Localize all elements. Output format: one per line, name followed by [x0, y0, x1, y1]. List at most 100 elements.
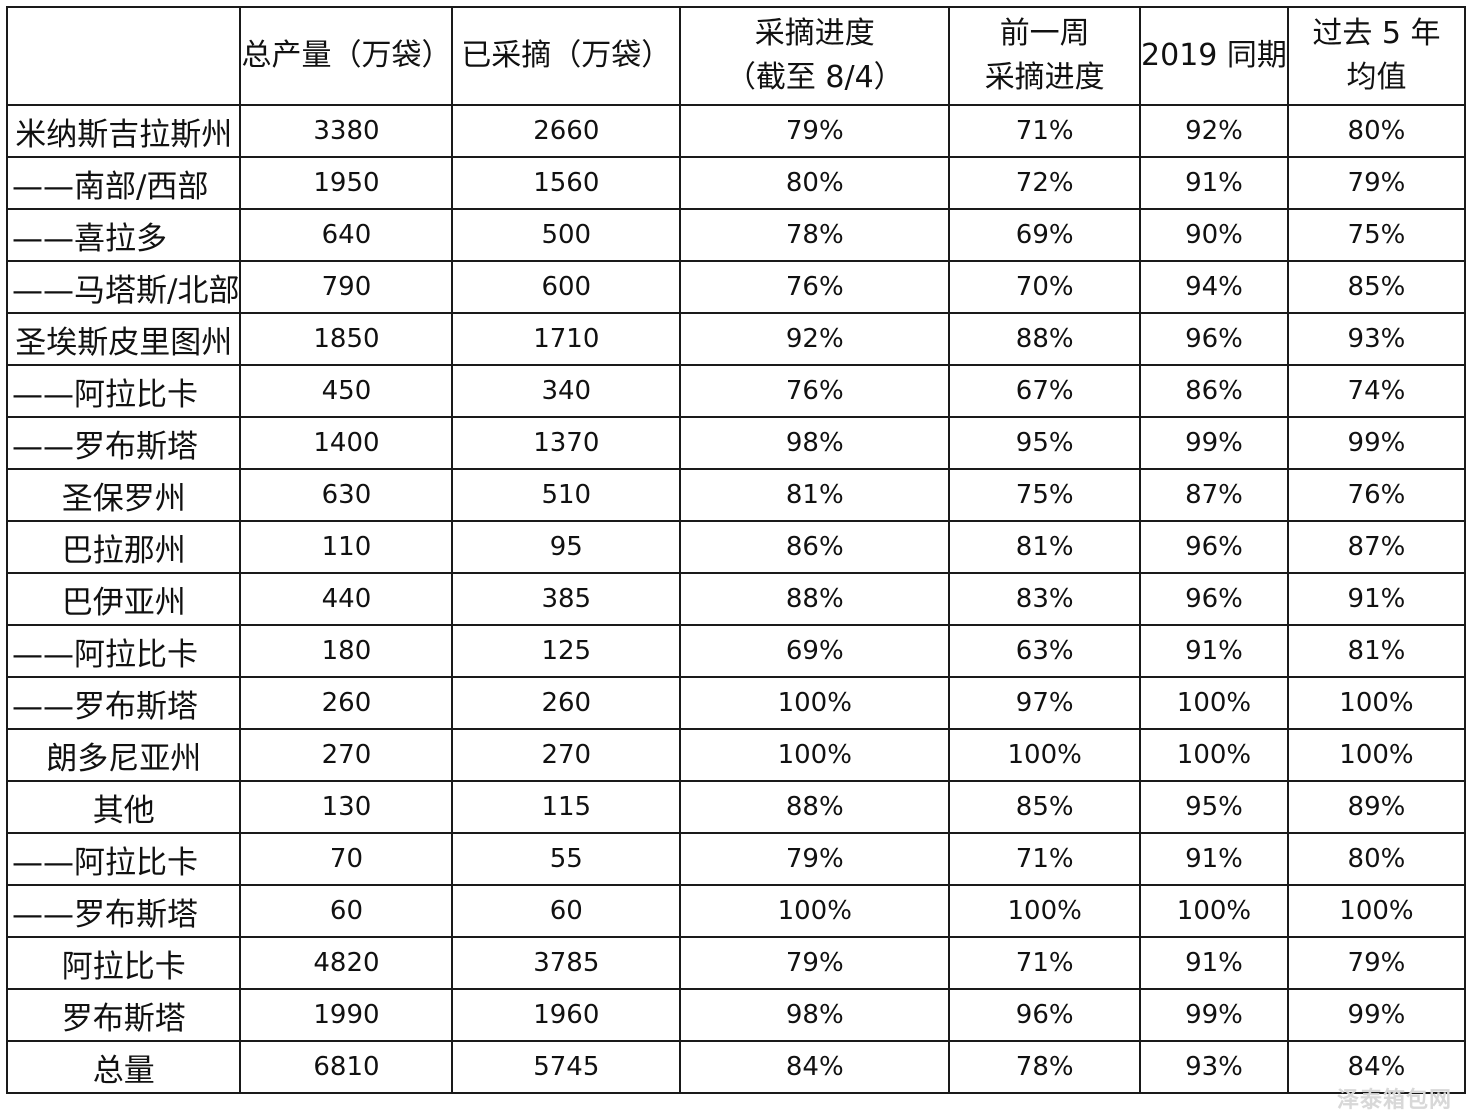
- progress-cell: 100%: [679, 676, 951, 730]
- region-cell: ——罗布斯塔: [5, 676, 242, 730]
- region-cell: ——南部/西部: [5, 156, 242, 210]
- region-cell: ——罗布斯塔: [5, 416, 242, 470]
- table-row: ——南部/西部 1950 1560 80% 72% 91% 79%: [5, 156, 1466, 210]
- picked-cell: 500: [451, 208, 682, 262]
- y2019-cell: 87%: [1139, 468, 1289, 522]
- picked-cell: 600: [451, 260, 682, 314]
- picked-cell: 385: [451, 572, 682, 626]
- picked-cell: 115: [451, 780, 682, 834]
- region-cell: 米纳斯吉拉斯州: [5, 104, 242, 158]
- y2019-cell: 92%: [1139, 104, 1289, 158]
- table-row: 朗多尼亚州 270 270 100% 100% 100% 100%: [5, 728, 1466, 782]
- total-cell: 1400: [239, 416, 454, 470]
- prev-week-cell: 71%: [948, 936, 1142, 990]
- picked-cell: 1560: [451, 156, 682, 210]
- progress-header: 采摘进度 （截至 8/4）: [679, 6, 951, 106]
- five-year-avg-cell: 100%: [1286, 884, 1466, 938]
- header-row: 总产量（万袋） 已采摘（万袋） 采摘进度 （截至 8/4） 前一周 采摘进度 2019 同期…: [5, 6, 1466, 106]
- picked-cell: 340: [451, 364, 682, 418]
- total-cell: 1850: [239, 312, 454, 366]
- prev-week-cell: 67%: [948, 364, 1142, 418]
- region-cell: 阿拉比卡: [5, 936, 242, 990]
- five-year-avg-header: 过去 5 年均值: [1286, 6, 1466, 106]
- region-cell: 巴伊亚州: [5, 572, 242, 626]
- five-year-avg-cell: 74%: [1286, 364, 1466, 418]
- total-cell: 640: [239, 208, 454, 262]
- progress-cell: 98%: [679, 988, 951, 1042]
- table-header: 总产量（万袋） 已采摘（万袋） 采摘进度 （截至 8/4） 前一周 采摘进度 2019 同期…: [5, 6, 1466, 106]
- y2019-cell: 93%: [1139, 1040, 1289, 1094]
- progress-cell: 81%: [679, 468, 951, 522]
- total-cell: 450: [239, 364, 454, 418]
- prev-week-cell: 96%: [948, 988, 1142, 1042]
- y2019-cell: 91%: [1139, 832, 1289, 886]
- five-year-avg-cell: 87%: [1286, 520, 1466, 574]
- table-row: 总量 6810 5745 84% 78% 93% 84%: [5, 1040, 1466, 1094]
- region-cell: 朗多尼亚州: [5, 728, 242, 782]
- total-cell: 60: [239, 884, 454, 938]
- table-row: ——罗布斯塔 260 260 100% 97% 100% 100%: [5, 676, 1466, 730]
- five-year-avg-cell: 99%: [1286, 416, 1466, 470]
- progress-cell: 92%: [679, 312, 951, 366]
- progress-header-line: （截至 8/4）: [725, 60, 904, 95]
- prev-week-cell: 100%: [948, 728, 1142, 782]
- total-cell: 6810: [239, 1040, 454, 1094]
- watermark: 泽泰箱包网: [1336, 1088, 1452, 1113]
- region-cell: 巴拉那州: [5, 520, 242, 574]
- y2019-cell: 91%: [1139, 936, 1289, 990]
- total-cell: 110: [239, 520, 454, 574]
- five-year-avg-cell: 85%: [1286, 260, 1466, 314]
- table-row: 米纳斯吉拉斯州 3380 2660 79% 71% 92% 80%: [5, 104, 1466, 158]
- total-output-header-line: 总产量（万袋）: [241, 38, 452, 73]
- total-cell: 260: [239, 676, 454, 730]
- picked-header: 已采摘（万袋）: [451, 6, 682, 106]
- prev-week-cell: 83%: [948, 572, 1142, 626]
- picked-cell: 270: [451, 728, 682, 782]
- picked-cell: 1960: [451, 988, 682, 1042]
- table-row: 圣保罗州 630 510 81% 75% 87% 76%: [5, 468, 1466, 522]
- region-cell: ——罗布斯塔: [5, 884, 242, 938]
- five-year-avg-cell: 99%: [1286, 988, 1466, 1042]
- prev-week-cell: 75%: [948, 468, 1142, 522]
- total-cell: 1990: [239, 988, 454, 1042]
- region-cell: 其他: [5, 780, 242, 834]
- five-year-avg-cell: 89%: [1286, 780, 1466, 834]
- table-row: ——马塔斯/北部 790 600 76% 70% 94% 85%: [5, 260, 1466, 314]
- prev-week-cell: 70%: [948, 260, 1142, 314]
- progress-cell: 86%: [679, 520, 951, 574]
- y2019-cell: 96%: [1139, 572, 1289, 626]
- five-year-avg-cell: 81%: [1286, 624, 1466, 678]
- prev-week-cell: 85%: [948, 780, 1142, 834]
- region-cell: 总量: [5, 1040, 242, 1094]
- prev-week-header-line: 前一周: [999, 16, 1090, 51]
- region-cell: ——马塔斯/北部: [5, 260, 242, 314]
- progress-cell: 80%: [679, 156, 951, 210]
- progress-header-line: 采摘进度: [754, 16, 875, 51]
- progress-cell: 79%: [679, 936, 951, 990]
- table-row: 巴伊亚州 440 385 88% 83% 96% 91%: [5, 572, 1466, 626]
- y2019-cell: 91%: [1139, 624, 1289, 678]
- progress-cell: 98%: [679, 416, 951, 470]
- total-cell: 440: [239, 572, 454, 626]
- prev-week-cell: 78%: [948, 1040, 1142, 1094]
- y2019-header-line: 2019 同期: [1141, 38, 1287, 73]
- prev-week-cell: 95%: [948, 416, 1142, 470]
- five-year-avg-cell: 80%: [1286, 832, 1466, 886]
- prev-week-cell: 71%: [948, 104, 1142, 158]
- prev-week-cell: 100%: [948, 884, 1142, 938]
- picked-cell: 1370: [451, 416, 682, 470]
- prev-week-cell: 69%: [948, 208, 1142, 262]
- progress-cell: 79%: [679, 832, 951, 886]
- y2019-cell: 91%: [1139, 156, 1289, 210]
- prev-week-cell: 72%: [948, 156, 1142, 210]
- region-cell: 圣埃斯皮里图州: [5, 312, 242, 366]
- progress-cell: 76%: [679, 260, 951, 314]
- picked-cell: 260: [451, 676, 682, 730]
- picked-cell: 125: [451, 624, 682, 678]
- y2019-cell: 90%: [1139, 208, 1289, 262]
- five-year-avg-cell: 100%: [1286, 728, 1466, 782]
- table-row: ——阿拉比卡 70 55 79% 71% 91% 80%: [5, 832, 1466, 886]
- y2019-header: 2019 同期: [1139, 6, 1289, 106]
- table-row: 其他 130 115 88% 85% 95% 89%: [5, 780, 1466, 834]
- progress-cell: 100%: [679, 884, 951, 938]
